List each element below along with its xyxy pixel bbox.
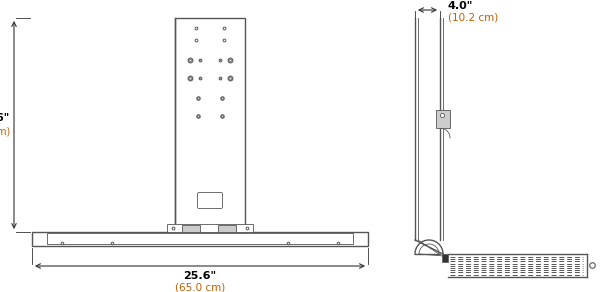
Bar: [47, 233, 353, 244]
Bar: [218, 225, 236, 232]
FancyBboxPatch shape: [198, 192, 223, 208]
Text: 4.0": 4.0": [448, 1, 473, 11]
Bar: [442, 254, 448, 262]
Text: (10.2 cm): (10.2 cm): [448, 13, 498, 23]
Text: (42.2 cm): (42.2 cm): [0, 127, 10, 137]
Bar: [167, 224, 253, 232]
Bar: [32, 232, 368, 246]
Text: 16.6": 16.6": [0, 113, 10, 123]
Text: (65.0 cm): (65.0 cm): [175, 282, 225, 292]
Bar: [436, 110, 450, 128]
Bar: [182, 225, 200, 232]
Text: 25.6": 25.6": [183, 271, 216, 281]
Bar: [175, 18, 245, 232]
